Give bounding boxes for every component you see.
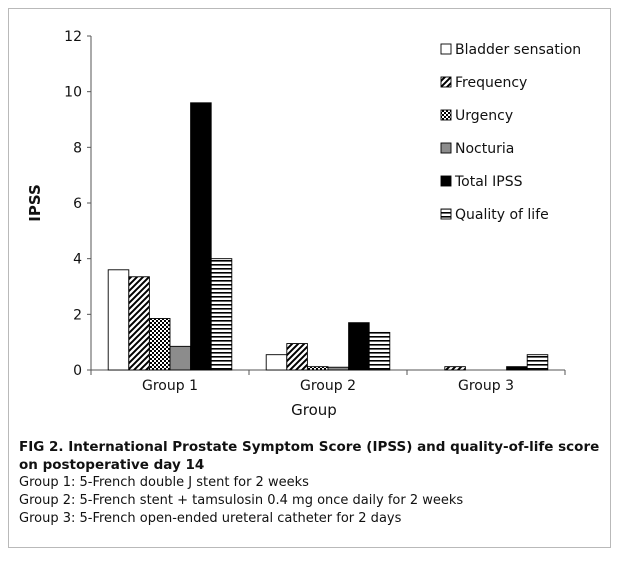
legend-swatch (440, 109, 452, 121)
x-ticks: Group 1 Group 2 Group 3 (90, 370, 566, 394)
bar-quality-of-life-group-1 (210, 258, 233, 371)
x-tick-label: Group 1 (142, 378, 198, 394)
bar-quality-of-life-group-2 (368, 331, 391, 371)
bar-nocturia-group-2 (327, 366, 350, 371)
caption-line-group-1: Group 1: 5-French double J stent for 2 w… (19, 475, 309, 490)
y-tick-label: 2 (73, 307, 82, 323)
bar-total-ipss-group-1 (190, 102, 212, 371)
y-axis-title: IPSS (26, 184, 44, 222)
bar-frequency-group-3 (444, 366, 466, 371)
x-tick-label: Group 3 (458, 378, 514, 394)
bar-nocturia-group-1 (169, 345, 192, 371)
bar-frequency-group-2 (286, 343, 308, 371)
y-tick-label: 4 (73, 252, 82, 268)
bar-urgency-group-2 (306, 366, 329, 371)
legend-label: Total IPSS (454, 174, 523, 190)
bar-urgency-group-1 (148, 318, 171, 371)
legend-label: Urgency (455, 108, 513, 124)
bar-frequency-group-1 (128, 276, 150, 371)
y-tick-label: 12 (64, 29, 82, 45)
caption-line-group-2: Group 2: 5-French stent + tamsulosin 0.4… (19, 493, 464, 508)
legend: Bladder sensation Frequency Urgency Nocturi… (440, 42, 581, 223)
caption-title: FIG 2. International Prostate Symptom Sc… (19, 439, 600, 473)
bar-bladder-sensation-group-2 (265, 354, 288, 371)
legend-swatch (440, 175, 452, 187)
x-tick-label: Group 2 (300, 378, 356, 394)
legend-label: Bladder sensation (455, 42, 581, 58)
legend-swatch (440, 76, 452, 88)
figure-frame (8, 8, 611, 548)
legend-swatch (440, 208, 452, 220)
legend-swatch (440, 43, 452, 55)
figure-caption: FIG 2. International Prostate Symptom Sc… (19, 438, 609, 528)
legend-swatch (440, 142, 452, 154)
legend-label: Frequency (455, 75, 527, 91)
y-ticks: 0 2 4 6 8 10 12 (64, 29, 91, 379)
x-axis-title: Group (291, 401, 337, 419)
legend-label: Quality of life (455, 207, 549, 223)
bar-quality-of-life-group-3 (526, 354, 549, 371)
bar-bladder-sensation-group-1 (107, 269, 130, 371)
bars (107, 102, 549, 371)
y-tick-label: 0 (73, 363, 82, 379)
caption-line-group-3: Group 3: 5-French open-ended ureteral ca… (19, 511, 402, 526)
y-tick-label: 10 (64, 85, 82, 101)
bar-total-ipss-group-3 (506, 366, 528, 371)
legend-label: Nocturia (455, 141, 514, 157)
y-tick-label: 8 (73, 140, 82, 156)
y-tick-label: 6 (73, 196, 82, 212)
ipss-bar-chart: 0 2 4 6 8 10 12 Group 1 Group 2 Group 3 Bladder … (26, 29, 581, 419)
bar-total-ipss-group-2 (348, 322, 370, 371)
